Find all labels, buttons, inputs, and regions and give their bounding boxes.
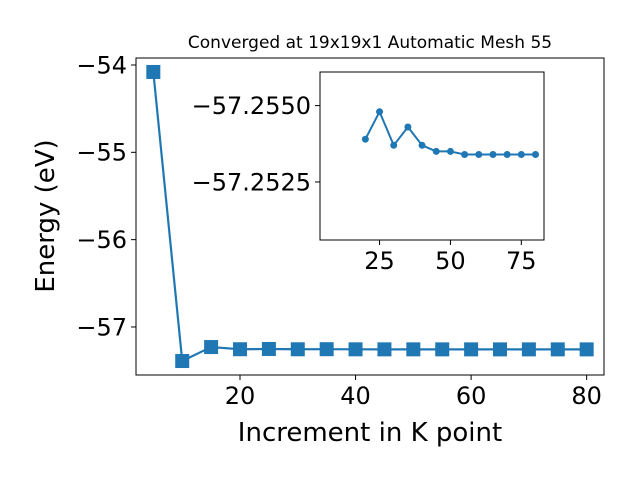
inset-data-point xyxy=(376,108,384,116)
main-data-point xyxy=(521,342,536,357)
main-plot-area xyxy=(146,64,594,369)
main-x-tick-label: 80 xyxy=(571,382,602,410)
main-y-tick-label: −56 xyxy=(76,226,127,254)
y-axis-label: Energy (eV) xyxy=(31,139,61,292)
main-data-point xyxy=(579,342,594,357)
inset-data-point xyxy=(531,150,539,158)
inset-data-point xyxy=(418,141,426,149)
main-data-point xyxy=(348,342,363,357)
main-y-tick-label: −54 xyxy=(76,51,127,79)
main-data-point xyxy=(435,342,450,357)
inset-y-tick-label: −57.2550 xyxy=(192,92,311,120)
main-data-point xyxy=(175,354,190,369)
inset-x-tick-label: 50 xyxy=(435,247,466,275)
main-data-point xyxy=(319,342,334,357)
inset-data-point xyxy=(489,150,497,158)
main-data-point xyxy=(550,342,565,357)
main-axes: 20 40 60 80 −54 −55 −56 −57 Converged at 19x19… xyxy=(31,33,605,448)
inset-data-point xyxy=(503,150,511,158)
inset-data-point xyxy=(404,123,412,131)
main-data-point xyxy=(233,342,247,357)
main-data-point xyxy=(377,342,392,357)
inset-data-point xyxy=(432,147,440,155)
chart-title: Converged at 19x19x1 Automatic Mesh 55 xyxy=(188,33,552,53)
inset-data-point xyxy=(475,150,483,158)
x-axis-label: Increment in K point xyxy=(238,418,502,448)
inset-data-point xyxy=(390,141,398,149)
main-x-tick-label: 40 xyxy=(340,382,371,410)
inset-background xyxy=(320,72,544,240)
inset-data-point xyxy=(517,150,525,158)
main-x-tick-label: 60 xyxy=(456,382,487,410)
inset-data-point xyxy=(361,135,369,143)
inset-axes-frame xyxy=(319,71,545,241)
main-data-point xyxy=(204,340,219,355)
main-y-tick-label: −57 xyxy=(76,313,127,341)
inset-y-tick-label: −57.2525 xyxy=(192,168,311,196)
main-x-tick-label: 20 xyxy=(225,382,256,410)
main-data-point xyxy=(493,342,507,357)
inset-data-point xyxy=(461,150,469,158)
inset-x-ticks: 25 50 75 xyxy=(364,240,537,275)
main-data-point xyxy=(146,64,161,79)
inset-plot-area xyxy=(361,108,539,158)
main-axes-frame xyxy=(135,57,605,376)
main-series-line xyxy=(152,71,587,363)
inset-x-tick-label: 75 xyxy=(506,247,537,275)
inset-axes: 25 50 75 −57.2550 −57.2525 xyxy=(192,71,545,275)
inset-x-tick-label: 25 xyxy=(364,247,395,275)
inset-data-point xyxy=(446,147,454,155)
main-data-point xyxy=(406,342,421,357)
main-x-ticks: 20 40 60 80 xyxy=(225,375,602,410)
main-data-point xyxy=(464,342,479,357)
main-data-point xyxy=(290,342,305,357)
inset-y-ticks: −57.2550 −57.2525 xyxy=(192,92,320,196)
main-data-point xyxy=(261,341,276,356)
main-y-ticks: −54 −55 −56 −57 xyxy=(76,51,136,341)
main-y-tick-label: −55 xyxy=(76,139,127,167)
